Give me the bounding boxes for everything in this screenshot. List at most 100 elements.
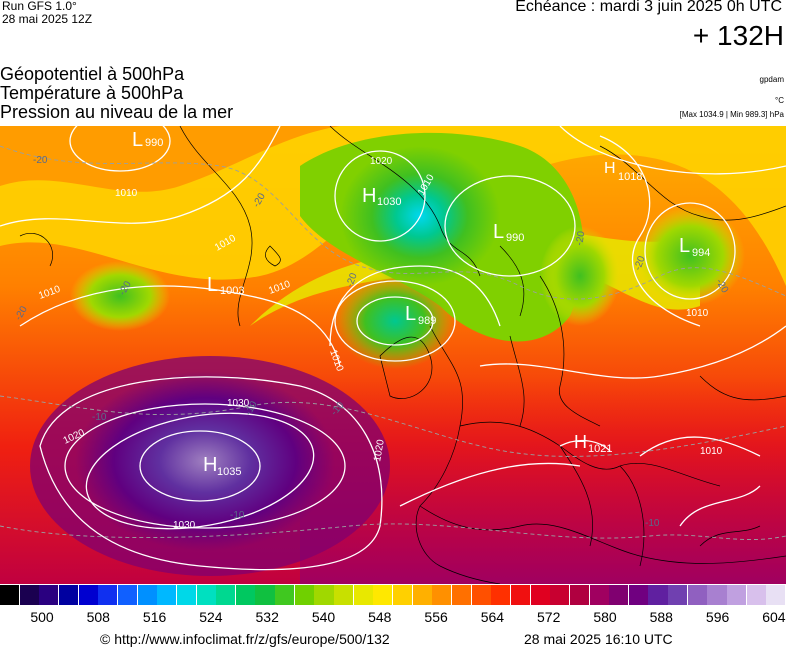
- scale-swatch: [687, 585, 708, 605]
- scale-swatch: [275, 585, 296, 605]
- pressure-max-min: [Max 1034.9 | Min 989.3] hPa: [679, 110, 784, 119]
- isobar-label: 1030: [227, 398, 250, 409]
- scale-swatch: [727, 585, 748, 605]
- scale-swatch: [39, 585, 60, 605]
- center-type: H: [203, 454, 217, 476]
- scale-label: 500: [30, 609, 54, 625]
- scale-swatch: [471, 585, 492, 605]
- scale-swatch: [78, 585, 99, 605]
- scale-swatch: [412, 585, 433, 605]
- scale-swatch: [117, 585, 139, 605]
- scale-swatch: [58, 585, 80, 605]
- scale-swatch: [19, 585, 40, 605]
- scale-swatch: [746, 585, 767, 605]
- scale-label: 532: [255, 609, 279, 625]
- scale-swatch: [550, 585, 571, 605]
- isobar-label: 1010: [700, 446, 723, 457]
- pressure-center: H 1018: [604, 160, 642, 183]
- scale-label: 564: [480, 609, 505, 625]
- isobars: [0, 126, 786, 571]
- parameter-geopotential: Géopotentiel à 500hPa: [0, 64, 185, 84]
- isotherms: [0, 145, 786, 540]
- scale-swatch: [353, 585, 374, 605]
- scale-swatch: [0, 585, 21, 605]
- scale-swatch: [668, 585, 689, 605]
- pressure-center: L 1003: [207, 274, 244, 297]
- scale-swatch: [491, 585, 512, 605]
- center-value: 994: [692, 247, 710, 259]
- isobar-label: 1020: [370, 156, 393, 167]
- scale-swatch: [628, 585, 649, 605]
- scale-swatch: [255, 585, 276, 605]
- center-value: 1018: [618, 171, 642, 183]
- scale-swatch: [393, 585, 414, 605]
- center-type: L: [132, 129, 143, 151]
- center-type: L: [679, 235, 690, 257]
- scale-swatch: [648, 585, 669, 605]
- isotherm-label: -10: [230, 510, 245, 521]
- isotherm-label: -20: [344, 271, 359, 289]
- copyright-link[interactable]: © http://www.infoclimat.fr/z/gfs/europe/…: [100, 631, 390, 647]
- color-scale-bar: [0, 585, 786, 607]
- scale-swatch: [510, 585, 532, 605]
- scale-swatch: [609, 585, 630, 605]
- center-value: 989: [418, 315, 436, 327]
- scale-swatch: [98, 585, 119, 605]
- center-type: H: [574, 432, 587, 452]
- pressure-center: L 994: [679, 235, 710, 259]
- issued-time: 28 mai 2025 16:10 UTC: [524, 631, 673, 647]
- scale-swatch: [196, 585, 217, 605]
- run-date: 28 mai 2025 12Z: [2, 12, 93, 26]
- scale-swatch: [235, 585, 256, 605]
- source-tag: gpdam: [759, 75, 784, 84]
- center-value: 990: [145, 137, 163, 149]
- isotherm-label: -20: [632, 254, 647, 272]
- scale-swatch: [432, 585, 453, 605]
- scale-swatch: [157, 585, 178, 605]
- scale-swatch: [589, 585, 610, 605]
- pressure-center: H 1021: [574, 432, 612, 455]
- scale-label: 556: [424, 609, 448, 625]
- scale-swatch: [451, 585, 473, 605]
- scale-swatch: [569, 585, 590, 605]
- parameter-temperature: Température à 500hPa: [0, 83, 184, 103]
- pressure-center: H 1035: [203, 454, 241, 478]
- isotherm-label: -20: [574, 230, 587, 247]
- isobar-label: 1010: [115, 188, 138, 199]
- scale-swatch: [216, 585, 237, 605]
- run-label: Run GFS 1.0°: [2, 0, 77, 13]
- center-type: H: [604, 160, 616, 177]
- center-type: L: [207, 274, 218, 296]
- scale-swatch: [314, 585, 335, 605]
- center-type: H: [362, 185, 376, 207]
- pressure-center: H 1030: [362, 185, 401, 208]
- center-type: L: [493, 221, 504, 243]
- isobar-label: 1010: [686, 308, 709, 319]
- isobar-label: 1020: [372, 438, 387, 462]
- scale-swatch: [137, 585, 158, 605]
- scale-label: 524: [199, 609, 223, 625]
- scale-swatch: [707, 585, 728, 605]
- isobar-label: 1030: [173, 520, 196, 531]
- isotherm-label: -10: [645, 518, 660, 529]
- pressure-center: L 990: [132, 129, 163, 151]
- pressure-center: L 990: [493, 221, 524, 244]
- scale-swatch: [766, 585, 786, 605]
- scale-label: 508: [86, 609, 110, 625]
- pressure-center: L 989: [405, 303, 436, 327]
- scale-label: 516: [142, 609, 167, 625]
- scale-label: 572: [537, 609, 561, 625]
- center-type: L: [405, 303, 416, 325]
- scale-swatch: [530, 585, 551, 605]
- scale-label: 580: [593, 609, 617, 625]
- isotherm-label: -20: [33, 155, 48, 166]
- scale-label: 604: [762, 609, 786, 625]
- isotherm-label: -10: [92, 412, 107, 423]
- center-value: 990: [506, 232, 524, 244]
- scale-label: 596: [705, 609, 730, 625]
- center-value: 1035: [217, 466, 241, 478]
- center-value: 1030: [377, 196, 401, 208]
- lead-time: + 132H: [692, 20, 784, 51]
- parameter-pressure: Pression au niveau de la mer: [0, 102, 234, 122]
